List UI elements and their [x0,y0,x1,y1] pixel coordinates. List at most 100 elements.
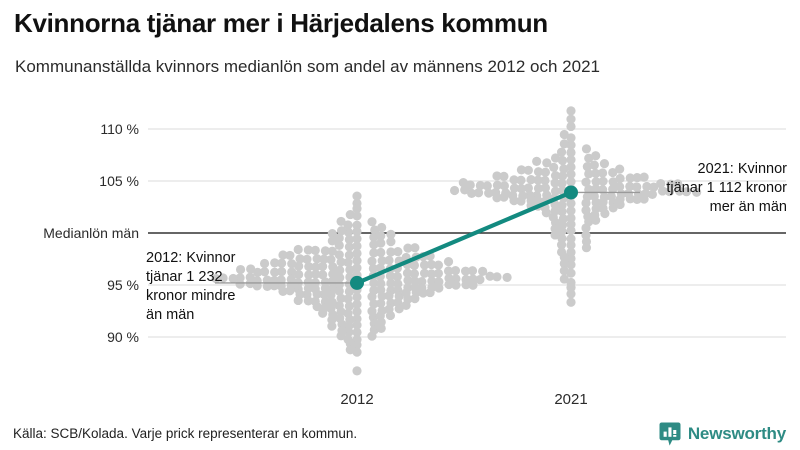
swarm-dot [344,286,354,297]
swarm-dot [549,162,559,172]
swarm-dot [443,266,454,276]
highlight-point-2021[interactable] [564,185,578,200]
swarm-dot [460,185,470,195]
swarm-dot [384,291,394,301]
swarm-dot [581,144,592,154]
swarm-dot [443,257,454,267]
swarm-dot [327,321,337,331]
swarm-dot [557,178,567,188]
swarm-dot [566,176,576,187]
swarm-dot [566,198,576,209]
swarm-dot [377,291,387,301]
swarm-dot [557,206,567,217]
swarm-dot [559,139,569,149]
swarm-dot [615,199,625,210]
swarm-dot [475,275,485,285]
swarm-dot [327,246,337,256]
swarm-dot [334,233,344,243]
page-title: Kvinnorna tjänar mer i Härjedalens kommu… [14,8,548,38]
annotation-leader-lines [215,191,640,284]
swarm-dot [608,203,618,213]
swarm-dot [608,167,618,178]
swarm-dot [410,243,420,253]
swarm-dot [403,243,413,253]
swarm-dot [615,182,625,192]
swarm-dot [666,179,676,189]
swarm-dot [328,269,338,279]
swarm-dot [343,294,353,304]
swarm-dot [492,193,502,203]
swarm-dot [287,267,297,277]
swarm-dot [557,226,567,236]
swarm-dot [377,256,387,266]
swarm-dot [278,286,288,296]
highlight-point-2012[interactable] [350,275,364,290]
swarm-dot [369,299,379,309]
swarm-dot [318,270,328,280]
swarm-dot [649,182,659,192]
swarm-dot [566,155,576,165]
swarm-dot [625,181,635,191]
swarm-dot [499,171,509,181]
swarm-dot [657,186,668,196]
swarm-dot [584,169,594,179]
swarm-dot [294,269,304,280]
swarm-dot [502,272,512,283]
swarm-dot [541,208,551,218]
swarm-dot [484,188,494,198]
swarm-dot [394,304,404,314]
swarm-dot [461,280,471,290]
x-axis-tick-label: 2012 [340,391,374,408]
swarm-dot [319,254,329,264]
swarm-dot [608,177,618,187]
swarm-dot [584,153,594,163]
swarm-dot [336,216,346,227]
swarm-dot [335,265,345,275]
swarm-dot [259,258,270,269]
swarm-dot [376,238,386,248]
swarm-dot [343,220,353,230]
swarm-dot [598,176,608,186]
swarm-dot [344,234,354,245]
swarm-dot [566,114,576,124]
swarm-dot [566,121,576,132]
footer-divider [0,409,800,410]
swarm-dot [344,242,354,252]
swarm-dot [615,164,625,174]
newsworthy-logo: Newsworthy [659,421,786,447]
swarm-dot [352,327,362,337]
swarm-dot [566,106,576,116]
swarm-dot [303,296,313,306]
swarm-dot [475,180,485,191]
swarm-dot [302,254,312,264]
swarm-dot [591,151,601,161]
swarm-dot [352,256,362,266]
swarm-dot [460,266,471,276]
swarm-dot [367,331,377,341]
swarm-dot [608,184,618,194]
swarm-dot [293,295,303,306]
swarm-dot [642,181,652,192]
swarm-dot [368,263,378,274]
swarm-dot [632,194,642,205]
swarm-dot [235,264,246,275]
swarm-dot [384,255,394,265]
swarm-dot [419,268,430,278]
swarm-dot [449,185,460,196]
swarm-dot [559,129,569,140]
swarm-dot [647,189,658,199]
swarm-dot [386,229,396,239]
swarm-dot [393,246,403,257]
swarm-dot [467,188,477,198]
swarm-dot [376,247,386,258]
swarm-dot [458,178,468,188]
swarm-dot [409,260,420,270]
swarm-dot [285,286,295,296]
swarm-dot [557,171,568,181]
swarm-dot [328,262,338,272]
swarm-dot [589,160,599,170]
highlight-line [350,185,578,290]
swarm-dot [345,209,355,220]
swarm-dot [369,239,379,250]
